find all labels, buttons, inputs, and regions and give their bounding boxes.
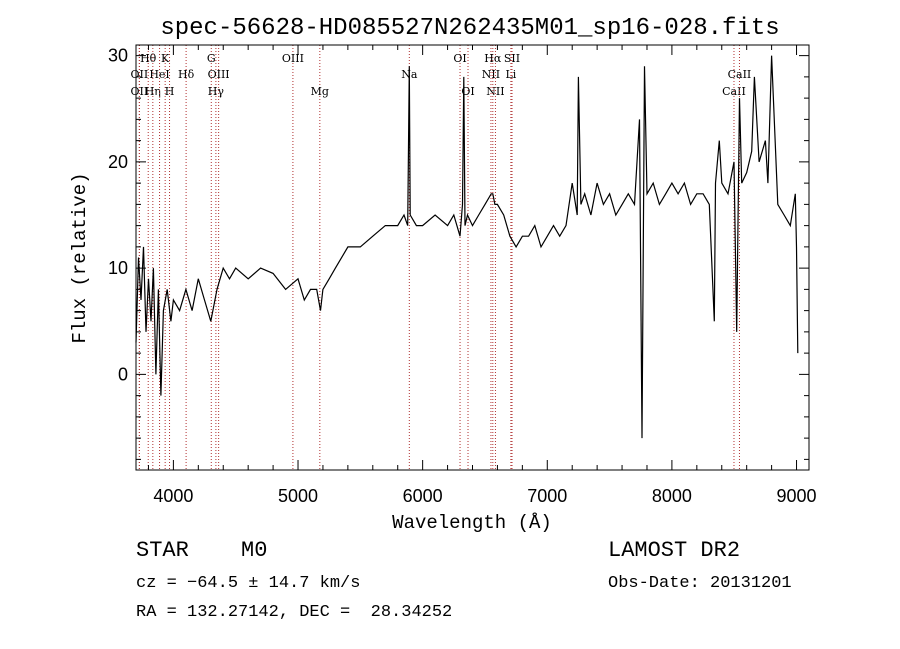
x-tick-label-0: 4000 <box>153 486 193 506</box>
marker-label-7: Hδ <box>178 68 195 81</box>
axes: 4000 5000 6000 7000 8000 9000 0 10 20 30 <box>108 45 817 506</box>
marker-label-18: Hα <box>484 52 502 65</box>
marker-label-6: H <box>165 85 175 98</box>
y-tick-label-0: 0 <box>118 364 128 384</box>
marker-label-17: NII <box>486 85 504 98</box>
marker-label-0: OII <box>131 85 149 98</box>
coordinates: RA = 132.27142, DEC = 28.34252 <box>136 603 453 622</box>
emission-line-markers: OIIOIIHθHηHeIKHHδGHγOIIIOIIIMgNaOIOINIIN… <box>131 45 752 470</box>
marker-label-20: Li <box>505 68 516 81</box>
marker-label-15: OI <box>461 85 474 98</box>
spectrum-series <box>135 55 799 439</box>
marker-label-19: SII <box>504 52 520 65</box>
marker-label-16: NII <box>482 68 500 81</box>
marker-label-3: Hη <box>145 85 161 98</box>
y-axis-label: Flux (relative) <box>69 172 91 343</box>
marker-label-2: Hθ <box>140 52 157 65</box>
marker-label-11: OIII <box>282 52 304 65</box>
marker-label-22: CaII <box>728 68 752 81</box>
y-tick-label-1: 10 <box>108 258 128 278</box>
marker-label-8: G <box>207 52 216 65</box>
chart-title: spec-56628-HD085527N262435M01_sp16-028.f… <box>160 15 779 42</box>
plot-frame <box>135 44 810 471</box>
marker-label-9: Hγ <box>208 85 225 98</box>
survey-name: LAMOST DR2 <box>608 538 741 563</box>
marker-label-1: OII <box>131 68 149 81</box>
spectrum-line-0 <box>135 55 799 439</box>
x-tick-label-4: 8000 <box>652 486 692 506</box>
marker-label-4: HeI <box>149 68 169 81</box>
x-tick-label-3: 7000 <box>527 486 567 506</box>
marker-label-5: K <box>161 52 170 65</box>
x-tick-label-2: 6000 <box>403 486 443 506</box>
x-tick-label-1: 5000 <box>278 486 318 506</box>
y-tick-label-2: 20 <box>108 152 128 172</box>
object-class: STAR <box>136 538 189 563</box>
x-axis-label: Wavelength (Å) <box>392 512 552 534</box>
redshift-velocity: cz = −64.5 ± 14.7 km/s <box>136 574 361 593</box>
marker-label-14: OI <box>453 52 466 65</box>
y-tick-label-3: 30 <box>108 46 128 66</box>
object-subclass: M0 <box>241 538 268 563</box>
marker-label-12: Mg <box>311 85 329 98</box>
observation-date: Obs-Date: 20131201 <box>608 574 792 593</box>
marker-label-10: OIII <box>208 68 230 81</box>
marker-label-21: CaII <box>722 85 746 98</box>
x-tick-label-5: 9000 <box>777 486 817 506</box>
